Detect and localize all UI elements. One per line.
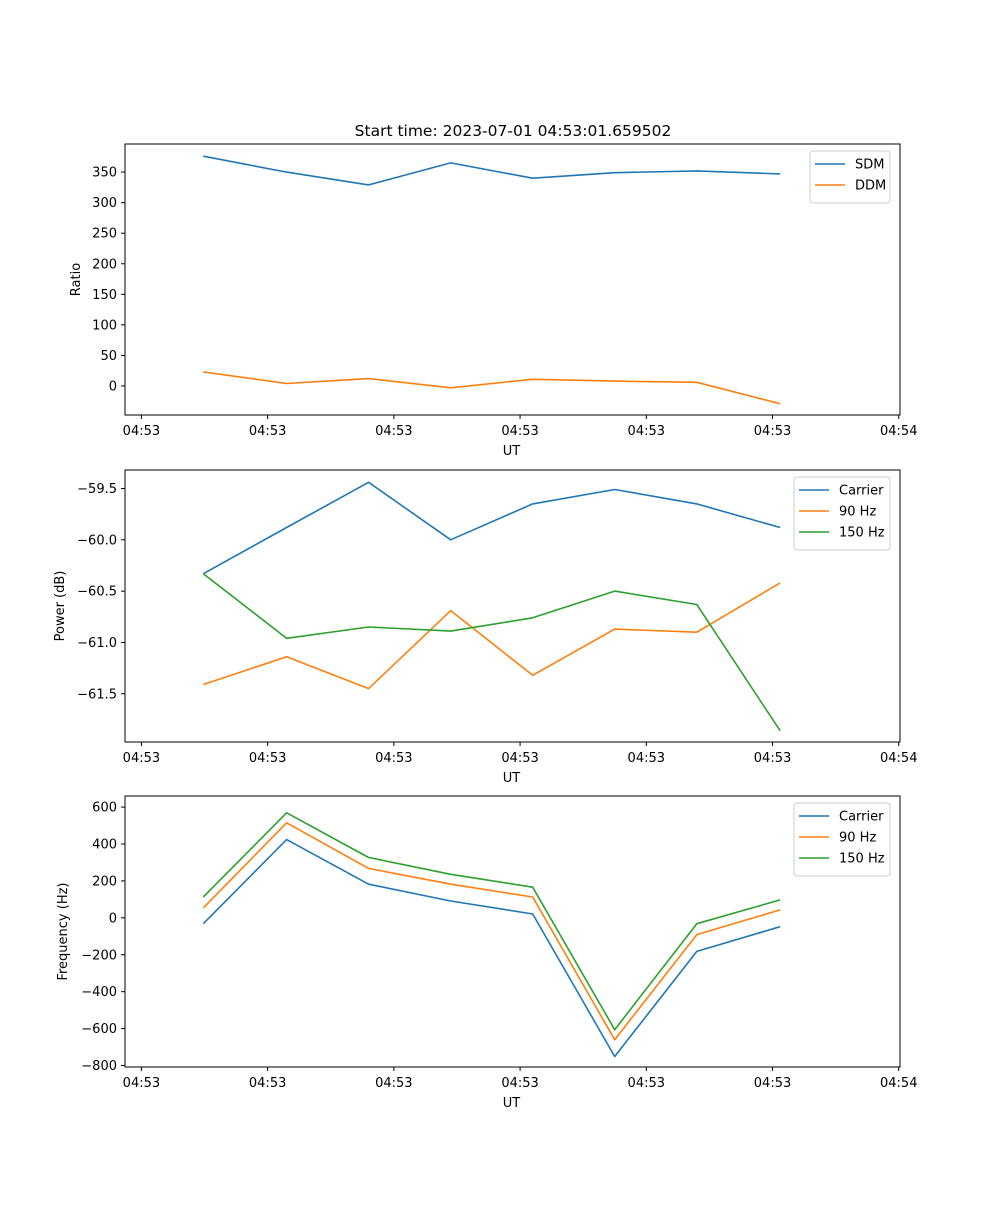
x-tick-label: 04:54	[880, 1076, 917, 1091]
subplot-3: 04:53 04:53 04:53 04:53 04:53 04:53 04:54 −800 −…	[56, 795, 917, 1111]
y-tick-label: 50	[100, 349, 117, 364]
figure-title: Start time: 2023-07-01 04:53:01.659502	[355, 122, 672, 140]
subplot-2: 04:53 04:53 04:53 04:53 04:53 04:53 04:54 −61.5…	[53, 469, 917, 786]
legend-label: 150 Hz	[839, 526, 885, 541]
series-line-ddm	[203, 371, 781, 405]
y-tick-label: −61.5	[77, 687, 117, 702]
legend-label: SDM	[855, 158, 884, 173]
series-line-carrier	[202, 481, 781, 575]
x-tick-label: 04:53	[628, 1076, 665, 1091]
y-tick-label: 200	[92, 257, 117, 272]
x-tick-label: 04:53	[123, 751, 160, 766]
y-tick-label: −600	[81, 1022, 117, 1037]
x-tick-label: 04:53	[501, 751, 538, 766]
x-tick-label: 04:53	[754, 424, 791, 439]
x-tick-label: 04:53	[375, 751, 412, 766]
y-tick-label: 600	[92, 801, 117, 816]
x-tick-label: 04:53	[249, 751, 286, 766]
series-line-90-hz	[203, 582, 781, 690]
legend-label: DDM	[855, 179, 886, 194]
series-line-carrier	[202, 838, 781, 1058]
legend: Carrier 90 Hz 150 Hz	[793, 802, 891, 877]
legend: Carrier 90 Hz 150 Hz	[793, 476, 891, 551]
x-tick-label: 04:54	[880, 751, 917, 766]
y-tick-label: 350	[92, 166, 117, 181]
x-tick-label: 04:53	[375, 1076, 412, 1091]
y-tick-label: 400	[92, 837, 117, 852]
y-tick-label: −59.5	[77, 482, 117, 497]
y-tick-label: 250	[92, 227, 117, 242]
y-tick-label: 100	[92, 318, 117, 333]
x-tick-label: 04:53	[123, 424, 160, 439]
x-tick-label: 04:53	[628, 424, 665, 439]
x-tick-label: 04:53	[754, 751, 791, 766]
y-tick-label: 0	[109, 379, 117, 394]
y-tick-label: −60.5	[77, 585, 117, 600]
series-line-sdm	[203, 155, 781, 186]
y-axis-label: Frequency (Hz)	[56, 882, 71, 980]
series-line-150-hz	[202, 811, 781, 1031]
legend-label: 150 Hz	[839, 852, 885, 867]
legend: SDM DDM	[809, 150, 891, 204]
x-axis-label: UT	[503, 1096, 521, 1111]
x-tick-label: 04:54	[880, 424, 917, 439]
x-tick-label: 04:53	[249, 424, 286, 439]
legend-label: Carrier	[839, 810, 884, 825]
x-axis-label: UT	[503, 444, 521, 459]
x-tick-label: 04:53	[754, 1076, 791, 1091]
x-tick-label: 04:53	[249, 1076, 286, 1091]
subplot-1: 04:53 04:53 04:53 04:53 04:53 04:53 04:54 0 50 10…	[69, 143, 917, 459]
y-tick-label: 200	[92, 874, 117, 889]
y-tick-label: −400	[81, 985, 117, 1000]
legend-label: 90 Hz	[839, 831, 876, 846]
y-axis-label: Ratio	[69, 263, 84, 296]
y-tick-label: −61.0	[77, 636, 117, 651]
y-axis-label: Power (dB)	[53, 571, 68, 642]
x-axis-label: UT	[503, 771, 521, 786]
y-tick-label: −800	[81, 1059, 117, 1074]
axes-frame	[124, 469, 901, 743]
series-line-90-hz	[202, 821, 781, 1041]
y-tick-label: 150	[92, 288, 117, 303]
y-tick-label: −60.0	[77, 533, 117, 548]
series-line-150-hz	[202, 573, 781, 732]
axes-frame	[124, 795, 901, 1068]
y-tick-label: 0	[109, 911, 117, 926]
x-tick-label: 04:53	[501, 1076, 538, 1091]
legend-label: 90 Hz	[839, 505, 876, 520]
x-tick-label: 04:53	[123, 1076, 160, 1091]
x-tick-label: 04:53	[628, 751, 665, 766]
x-tick-label: 04:53	[375, 424, 412, 439]
y-tick-label: 300	[92, 196, 117, 211]
axes-frame	[124, 143, 901, 416]
x-tick-label: 04:53	[501, 424, 538, 439]
y-tick-label: −200	[81, 948, 117, 963]
legend-label: Carrier	[839, 484, 884, 499]
